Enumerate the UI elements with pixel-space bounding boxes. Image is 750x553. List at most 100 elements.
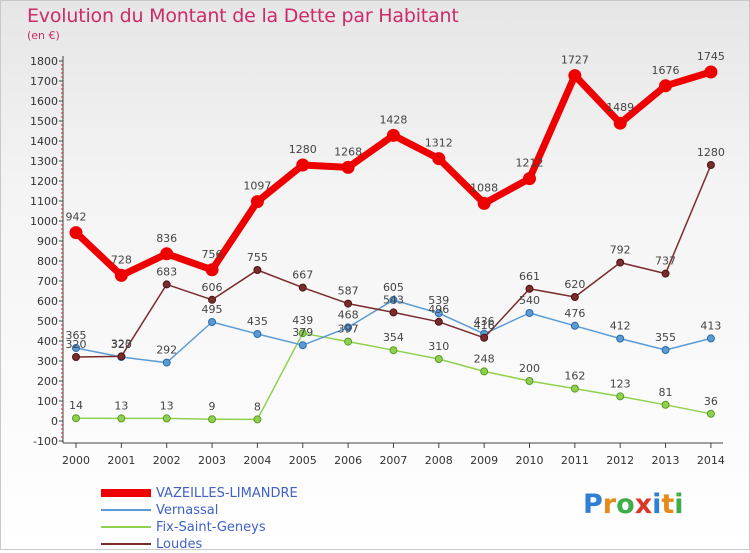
data-label-loudes: 496 <box>428 303 449 316</box>
x-tick-label: 2002 <box>153 454 181 467</box>
y-tick-label: 1700 <box>30 75 58 88</box>
data-label-fix-saint-geneys: 354 <box>383 331 404 344</box>
data-label-fix-saint-geneys: 8 <box>254 400 261 413</box>
data-label-fix-saint-geneys: 9 <box>209 400 216 413</box>
data-label-vazeilles-limandre: 1727 <box>561 54 589 67</box>
logo-letter: x <box>634 489 653 520</box>
data-label-vernassal: 468 <box>338 308 359 321</box>
y-tick-label: 1200 <box>30 175 58 188</box>
data-label-fix-saint-geneys: 310 <box>428 340 449 353</box>
data-point-vernassal <box>72 344 80 352</box>
data-label-fix-saint-geneys: 14 <box>69 399 83 412</box>
data-point-fix-saint-geneys <box>117 414 126 423</box>
y-tick-label: 200 <box>37 375 58 388</box>
data-point-vernassal <box>389 296 398 304</box>
data-label-loudes: 683 <box>156 265 177 278</box>
y-tick-label: 400 <box>37 335 58 348</box>
data-point-fix-saint-geneys <box>616 392 625 401</box>
legend-swatch <box>101 509 151 511</box>
data-point-loudes <box>117 352 126 361</box>
data-point-vazeilles-limandre <box>432 152 446 166</box>
data-label-vazeilles-limandre: 756 <box>202 248 223 261</box>
data-point-fix-saint-geneys <box>72 414 80 423</box>
x-tick-label: 2005 <box>289 454 317 467</box>
data-label-vazeilles-limandre: 1280 <box>289 143 317 156</box>
data-point-vazeilles-limandre <box>205 263 219 277</box>
data-label-vernassal: 540 <box>519 294 540 307</box>
x-tick-label: 2012 <box>606 454 634 467</box>
data-point-vernassal <box>344 323 353 332</box>
x-tick-label: 2014 <box>697 454 725 467</box>
data-point-fix-saint-geneys <box>525 377 534 385</box>
logo-letter: i <box>652 489 662 520</box>
data-point-vernassal <box>616 334 625 343</box>
data-label-vernassal: 292 <box>156 344 177 357</box>
data-label-vazeilles-limandre: 1745 <box>697 50 725 63</box>
x-tick-label: 2007 <box>379 454 407 467</box>
x-tick-label: 2004 <box>243 454 271 467</box>
data-label-loudes: 792 <box>610 244 631 257</box>
data-point-vazeilles-limandre <box>296 158 310 172</box>
data-label-fix-saint-geneys: 36 <box>704 395 718 408</box>
data-label-fix-saint-geneys: 162 <box>564 370 585 383</box>
data-point-vazeilles-limandre <box>386 128 400 142</box>
y-tick-label: 500 <box>37 315 58 328</box>
data-label-loudes: 606 <box>202 281 223 294</box>
data-label-loudes: 737 <box>655 255 676 268</box>
data-label-vazeilles-limandre: 1676 <box>652 64 680 77</box>
chart-subtitle: (en €) <box>27 29 60 42</box>
data-point-vernassal <box>434 309 443 318</box>
y-tick-label: 100 <box>37 395 58 408</box>
data-point-fix-saint-geneys <box>661 400 670 409</box>
data-point-loudes <box>661 269 670 278</box>
legend-swatch <box>101 489 151 497</box>
data-label-fix-saint-geneys: 397 <box>338 323 359 336</box>
data-label-vernassal: 495 <box>202 303 223 316</box>
data-label-fix-saint-geneys: 123 <box>610 377 631 390</box>
data-label-loudes: 755 <box>247 251 268 264</box>
data-label-vernassal: 355 <box>655 331 676 344</box>
data-point-vazeilles-limandre <box>568 69 582 83</box>
legend-swatch <box>101 543 151 545</box>
x-tick-label: 2013 <box>652 454 680 467</box>
data-point-fix-saint-geneys <box>570 384 579 393</box>
axes: -100 0 100 200 300 400 500 600 700 800 900 1000 1100… <box>30 55 725 467</box>
data-point-loudes <box>208 295 217 304</box>
data-label-vazeilles-limandre: 1088 <box>470 181 498 194</box>
data-point-loudes <box>72 353 80 361</box>
data-label-vernassal: 476 <box>564 307 585 320</box>
data-label-fix-saint-geneys: 439 <box>292 314 313 327</box>
x-tick-label: 2011 <box>561 454 589 467</box>
data-point-fix-saint-geneys <box>480 367 489 376</box>
proxiti-logo: Proxiti <box>583 489 684 520</box>
data-label-vernassal: 539 <box>428 294 449 307</box>
data-point-vernassal <box>570 321 579 330</box>
data-point-vernassal <box>298 341 307 350</box>
data-label-vazeilles-limandre: 1268 <box>334 145 362 158</box>
y-tick-label: 0 <box>51 415 58 428</box>
data-label-vernassal: 379 <box>292 326 313 339</box>
data-label-loudes: 587 <box>338 285 359 298</box>
x-tick-label: 2000 <box>62 454 90 467</box>
data-point-vernassal <box>706 334 715 343</box>
chart-title: Evolution du Montant de la Dette par Hab… <box>27 5 459 27</box>
data-point-fix-saint-geneys <box>344 337 353 346</box>
legend-label: VAZEILLES-LIMANDRE <box>156 486 298 501</box>
data-point-loudes <box>616 258 625 267</box>
data-label-vazeilles-limandre: 1212 <box>516 157 544 170</box>
x-tick-label: 2006 <box>334 454 362 467</box>
data-label-vazeilles-limandre: 1097 <box>243 180 271 193</box>
data-point-fix-saint-geneys <box>253 415 262 424</box>
logo-letter: o <box>616 489 635 520</box>
data-point-fix-saint-geneys <box>389 346 398 355</box>
data-label-vernassal: 435 <box>247 315 268 328</box>
logo-letter: r <box>602 489 617 520</box>
data-point-fix-saint-geneys <box>208 415 217 424</box>
y-tick-label: -100 <box>33 435 58 448</box>
data-point-vernassal <box>525 309 534 317</box>
y-tick-label: 1400 <box>30 135 58 148</box>
data-point-vazeilles-limandre <box>341 160 355 174</box>
data-point-loudes <box>570 293 579 301</box>
